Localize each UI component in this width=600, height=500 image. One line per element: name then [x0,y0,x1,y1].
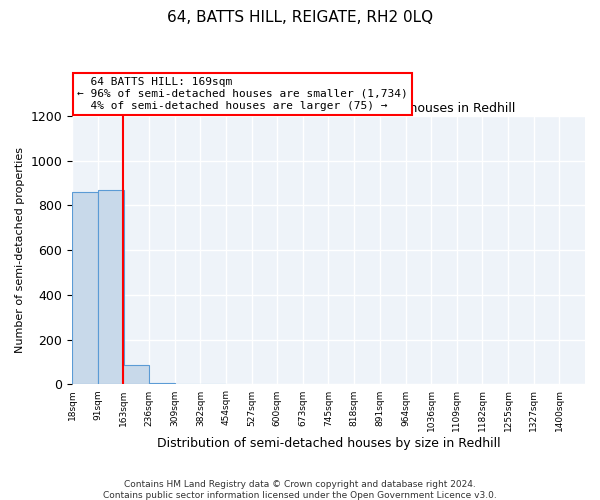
Text: Contains HM Land Registry data © Crown copyright and database right 2024.
Contai: Contains HM Land Registry data © Crown c… [103,480,497,500]
Bar [72,192,98,384]
Text: 64, BATTS HILL, REIGATE, RH2 0LQ: 64, BATTS HILL, REIGATE, RH2 0LQ [167,10,433,25]
Y-axis label: Number of semi-detached properties: Number of semi-detached properties [15,147,25,353]
Bar [123,366,149,384]
Bar [98,190,124,384]
X-axis label: Distribution of semi-detached houses by size in Redhill: Distribution of semi-detached houses by … [157,437,500,450]
Text: 64 BATTS HILL: 169sqm
← 96% of semi-detached houses are smaller (1,734)
  4% of : 64 BATTS HILL: 169sqm ← 96% of semi-deta… [77,78,408,110]
Title: Size of property relative to semi-detached houses in Redhill: Size of property relative to semi-detach… [142,102,516,114]
